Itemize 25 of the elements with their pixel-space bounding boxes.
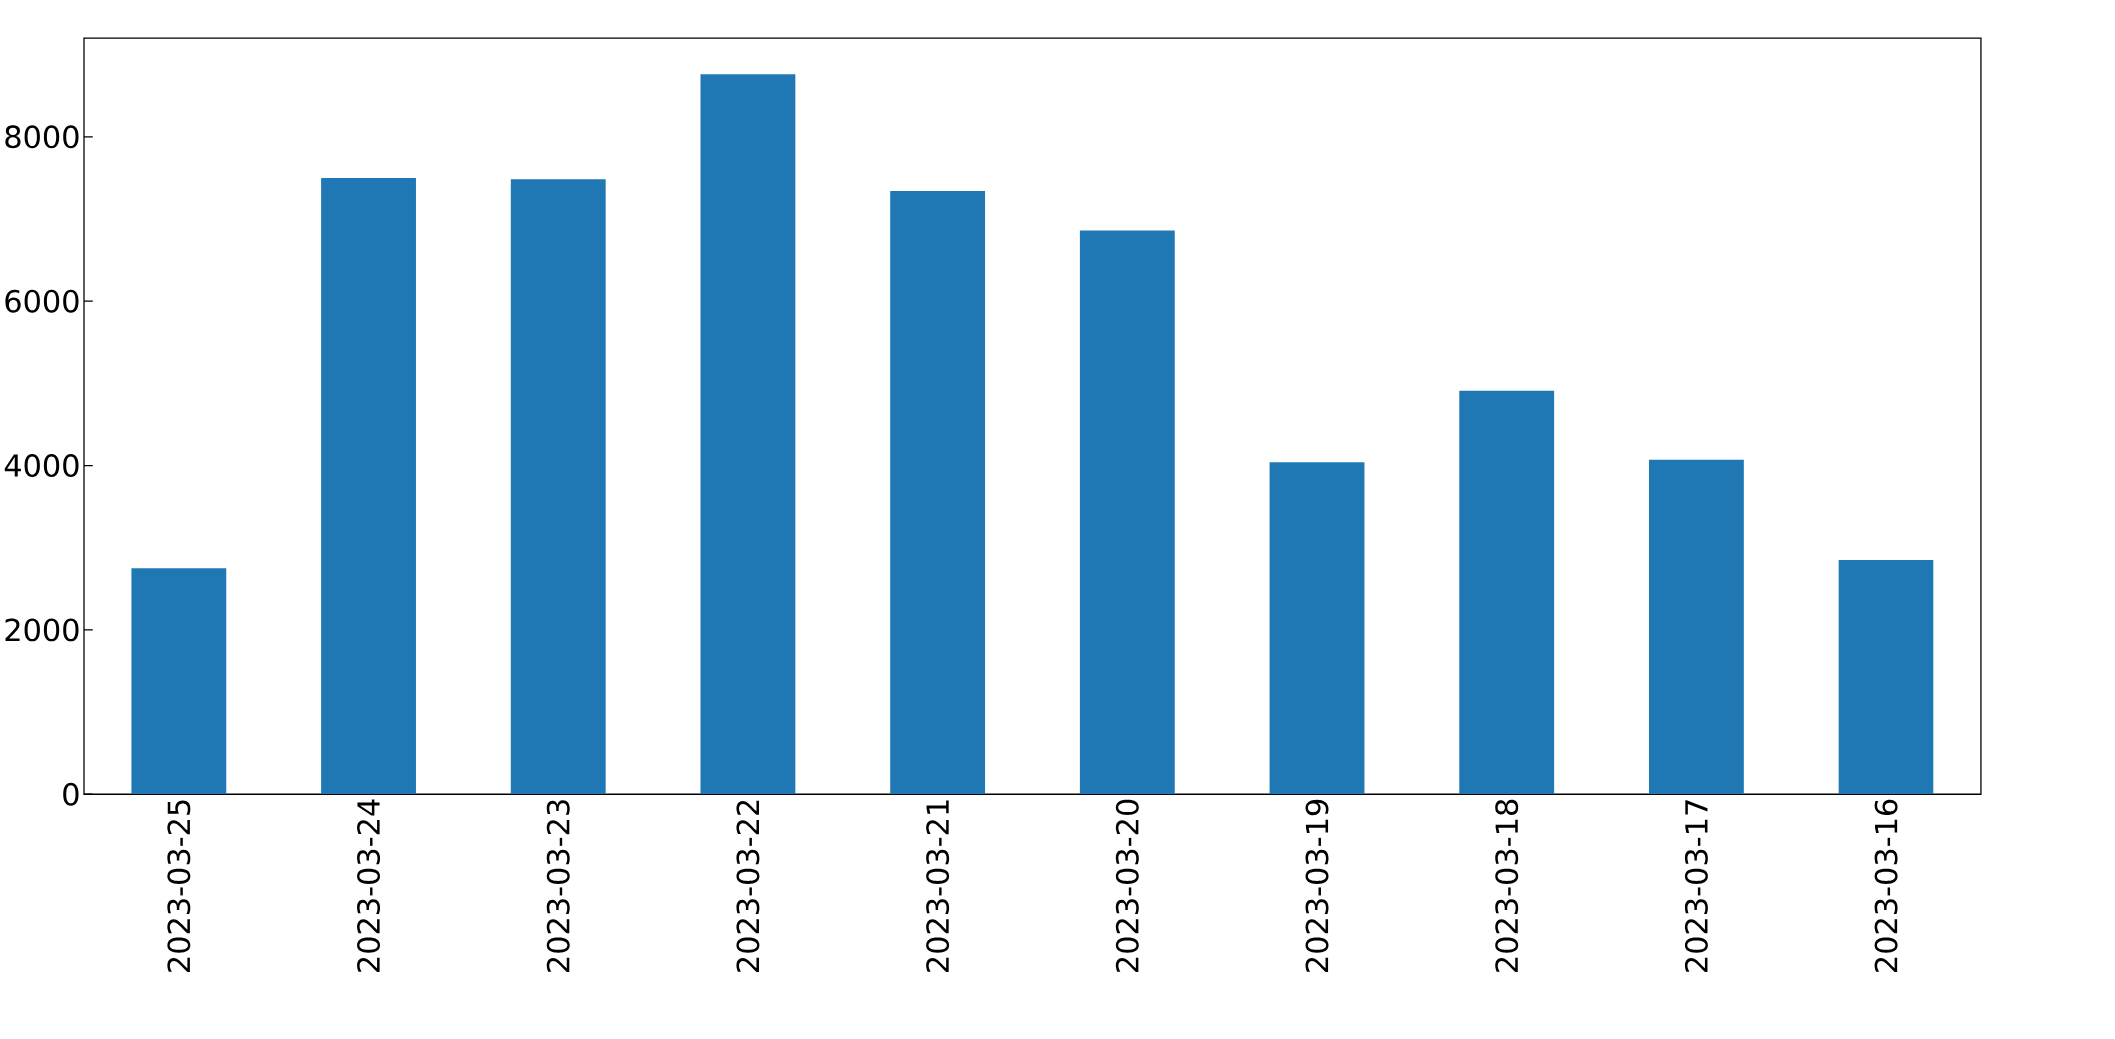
x-tick-label: 2023-03-20 [1115, 799, 1139, 972]
x-tick-label: 2023-03-21 [926, 800, 950, 972]
y-tick-label: 0 [63, 782, 79, 806]
x-tick-label: 2023-03-17 [1684, 800, 1708, 972]
bar [1838, 560, 1934, 795]
y-tick-label: 6000 [5, 289, 79, 313]
bar [1079, 230, 1175, 795]
x-tick-label: 2023-03-16 [1874, 799, 1898, 972]
bar [890, 191, 986, 795]
x-tick-label: 2023-03-19 [1305, 799, 1329, 972]
x-tick-label: 2023-03-22 [736, 800, 760, 972]
x-tick-label: 2023-03-24 [357, 799, 381, 972]
bar [700, 74, 796, 795]
bar [1648, 459, 1744, 795]
x-tick-label: 2023-03-23 [546, 800, 570, 972]
x-tick-label: 2023-03-18 [1495, 799, 1519, 972]
bar [1459, 390, 1555, 795]
x-tick-label: 2023-03-25 [167, 800, 191, 972]
y-tick-label: 8000 [5, 125, 79, 149]
y-tick-label: 2000 [5, 618, 79, 642]
y-tick-label: 4000 [4, 454, 79, 477]
bar [1269, 462, 1365, 795]
bar [510, 179, 606, 795]
bar [131, 568, 227, 795]
bar [321, 177, 416, 795]
